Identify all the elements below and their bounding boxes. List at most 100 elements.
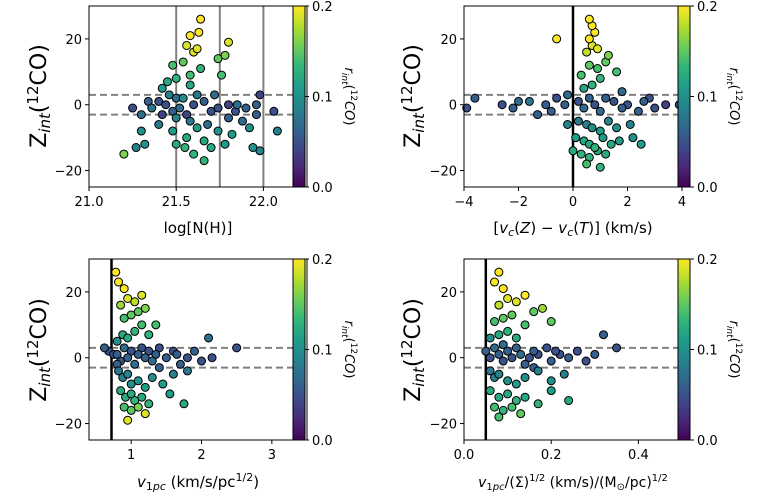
colorbar-tick-label: 0.0 bbox=[697, 434, 718, 449]
data-point bbox=[199, 136, 209, 146]
data-point bbox=[529, 307, 539, 317]
data-point bbox=[114, 277, 124, 287]
data-point bbox=[189, 149, 199, 159]
data-point bbox=[485, 333, 495, 343]
data-point bbox=[612, 123, 622, 133]
data-point bbox=[192, 44, 202, 54]
data-point bbox=[579, 103, 589, 113]
x-tick-label: 0 bbox=[569, 195, 577, 210]
data-point bbox=[130, 359, 140, 369]
data-point bbox=[178, 57, 188, 67]
x-tick-label: 4 bbox=[678, 195, 686, 210]
data-point bbox=[590, 349, 600, 359]
data-point bbox=[576, 70, 586, 80]
data-point bbox=[168, 369, 178, 379]
data-point bbox=[498, 356, 508, 366]
data-point bbox=[147, 103, 157, 113]
data-point bbox=[112, 336, 122, 346]
x-tick-label: −4 bbox=[454, 195, 473, 210]
y-tick-label: −20 bbox=[430, 165, 457, 180]
data-point bbox=[157, 110, 167, 120]
data-point bbox=[533, 110, 543, 120]
data-point bbox=[232, 100, 242, 110]
data-point bbox=[189, 346, 199, 356]
data-point bbox=[213, 126, 223, 136]
data-point bbox=[232, 343, 242, 353]
y-axis-label: Zint(12CO) bbox=[398, 44, 428, 148]
data-point bbox=[573, 96, 583, 106]
colorbar-tick-label: 0.2 bbox=[697, 253, 718, 268]
data-point bbox=[248, 143, 258, 153]
data-point bbox=[485, 353, 495, 363]
y-tick-label: 0 bbox=[74, 352, 82, 367]
data-point bbox=[136, 110, 146, 120]
data-point bbox=[137, 320, 147, 330]
data-point bbox=[511, 343, 521, 353]
data-point bbox=[470, 93, 480, 103]
colorbar-label: rint(12CO) bbox=[339, 320, 358, 378]
data-point bbox=[520, 290, 530, 300]
data-point bbox=[172, 349, 182, 359]
x-tick-label: 0.0 bbox=[454, 448, 475, 463]
data-point bbox=[182, 353, 192, 363]
colorbar-tick-label: 0.2 bbox=[312, 0, 333, 15]
colorbar-tick-label: 0.1 bbox=[697, 344, 718, 359]
data-point bbox=[563, 119, 573, 129]
y-ticks: −20 0 20 bbox=[430, 286, 464, 433]
data-point bbox=[609, 96, 619, 106]
data-point bbox=[130, 326, 140, 336]
y-tick-label: 20 bbox=[440, 33, 457, 48]
x-tick-label: 21.5 bbox=[162, 195, 191, 210]
data-point bbox=[551, 346, 561, 356]
data-point bbox=[503, 293, 513, 303]
data-point bbox=[133, 402, 143, 412]
data-point bbox=[182, 133, 192, 143]
data-point bbox=[192, 90, 202, 100]
x-tick-label: 0.2 bbox=[541, 448, 562, 463]
data-point bbox=[593, 64, 603, 74]
data-point bbox=[220, 139, 230, 149]
data-point bbox=[123, 369, 133, 379]
colorbar-1: 0.0 0.1 0.2 rint(12CO) bbox=[292, 0, 358, 196]
data-point bbox=[537, 303, 547, 313]
data-point bbox=[217, 70, 227, 80]
data-point bbox=[144, 330, 154, 340]
x-tick-label: 0.4 bbox=[628, 448, 649, 463]
data-point bbox=[593, 44, 603, 54]
data-point bbox=[546, 376, 556, 386]
data-point bbox=[511, 396, 521, 406]
y-axis-label: Zint(12CO) bbox=[398, 298, 428, 402]
y-ticks: −20 0 20 bbox=[430, 33, 464, 180]
data-point bbox=[123, 415, 133, 425]
data-point bbox=[563, 90, 573, 100]
data-point bbox=[584, 93, 594, 103]
colorbar-tick-label: 0.0 bbox=[312, 434, 333, 449]
data-point bbox=[533, 399, 543, 409]
data-point bbox=[494, 392, 504, 402]
data-point bbox=[251, 110, 261, 120]
x-ticks: −4 −2 0 2 4 bbox=[454, 187, 686, 210]
data-point bbox=[204, 333, 214, 343]
data-point bbox=[498, 405, 508, 415]
panel-3: 1 2 3 −20 0 20 Zint(12CO) v1pc (km/s/pc1/2) bbox=[24, 258, 308, 493]
scatter-points bbox=[89, 259, 307, 440]
data-point bbox=[244, 123, 254, 133]
data-point bbox=[533, 366, 543, 376]
colorbar-4: 0.0 0.1 0.2 rint(12CO) bbox=[677, 253, 743, 449]
data-point bbox=[182, 366, 192, 376]
data-point bbox=[171, 139, 181, 149]
data-point bbox=[573, 116, 583, 126]
data-point bbox=[269, 106, 279, 116]
data-point bbox=[116, 386, 126, 396]
data-point bbox=[582, 47, 592, 57]
data-point bbox=[595, 106, 605, 116]
data-point bbox=[185, 70, 195, 80]
data-point bbox=[147, 356, 157, 366]
data-point bbox=[99, 343, 109, 353]
data-point bbox=[507, 402, 517, 412]
data-point bbox=[140, 382, 150, 392]
data-point bbox=[140, 303, 150, 313]
data-point bbox=[224, 113, 234, 123]
data-point bbox=[494, 330, 504, 340]
